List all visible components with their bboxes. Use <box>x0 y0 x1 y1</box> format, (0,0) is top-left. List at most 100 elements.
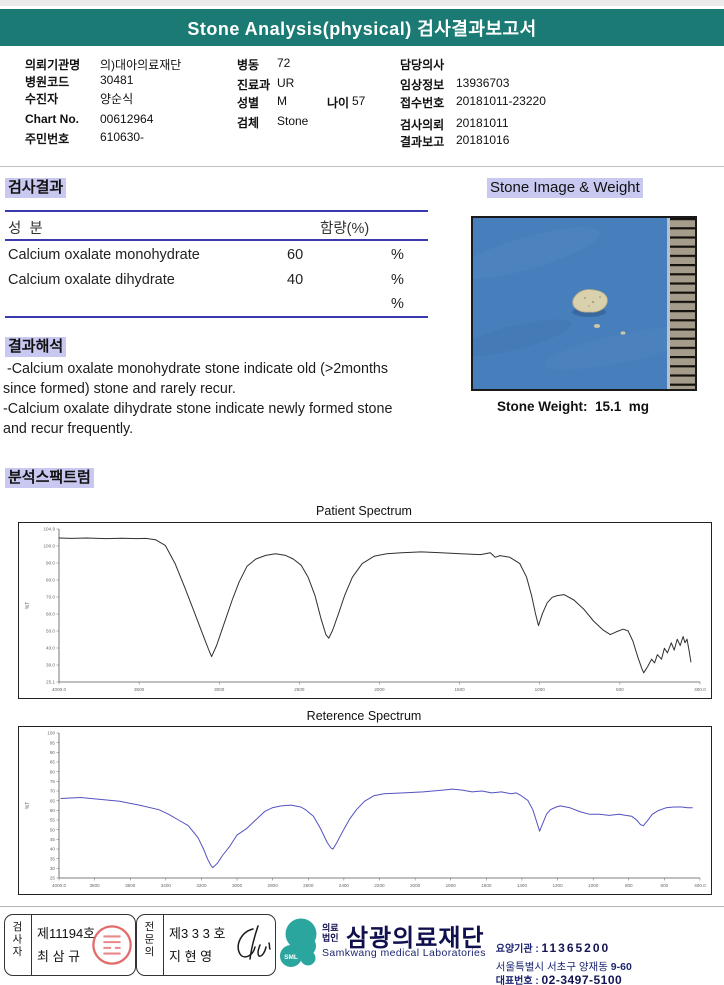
sml-logo-icon: SML <box>280 918 317 967</box>
stone-weight-label: Stone Weight: 15.1 mg <box>497 399 650 414</box>
report-title: Stone Analysis(physical) 검사결과보고서 <box>187 18 537 39</box>
patient-spectrum-svg: 104.9 100.0 90.0 80.0 70.0 60.0 50.0 40.0 30.0 25… <box>25 527 706 692</box>
svg-text:30.0: 30.0 <box>46 663 55 668</box>
svg-text:104.9: 104.9 <box>44 527 56 532</box>
table-rule <box>5 210 428 212</box>
specialist-name: 지 현 영 <box>169 949 213 964</box>
svg-text:3800: 3800 <box>89 883 100 888</box>
svg-text:100.0: 100.0 <box>44 544 56 549</box>
svg-text:80: 80 <box>50 769 56 774</box>
svg-text:2800: 2800 <box>268 883 279 888</box>
specialist-cert: 제3 3 3 호 <box>169 926 226 941</box>
result-unit: % <box>391 247 404 263</box>
org-name: 삼광의료재단 <box>346 925 485 952</box>
box-divider <box>31 915 33 975</box>
svg-text:50.0: 50.0 <box>46 629 55 634</box>
field-label: 의뢰기관명 <box>25 58 81 72</box>
field-value: 72 <box>277 56 291 70</box>
svg-text:85: 85 <box>50 760 56 765</box>
field-label: 접수번호 <box>400 96 445 110</box>
result-unit: % <box>391 296 404 312</box>
results-table: 성 분 함량(%) Calcium oxalate monohydrate 60… <box>5 210 428 320</box>
field-value: 00612964 <box>100 112 154 126</box>
interpretation-line: and recur frequently. <box>3 421 134 437</box>
red-seal-stamp-icon <box>92 925 132 965</box>
interpretation-line: since formed) stone and rarely recur. <box>3 381 236 397</box>
svg-text:500: 500 <box>616 687 624 692</box>
svg-text:3400: 3400 <box>161 883 172 888</box>
svg-text:60: 60 <box>50 808 56 813</box>
interpretation-line: -Calcium oxalate monohydrate stone indic… <box>3 361 389 377</box>
svg-text:50: 50 <box>50 827 56 832</box>
address-number: 9-60 <box>610 961 632 973</box>
svg-text:1500: 1500 <box>455 687 466 692</box>
svg-text:25.1: 25.1 <box>46 680 55 685</box>
svg-text:400.0: 400.0 <box>694 883 706 888</box>
field-value: 20181016 <box>456 133 510 147</box>
ruler-strip <box>670 218 695 389</box>
svg-text:1200: 1200 <box>552 883 563 888</box>
table-rule <box>5 316 428 318</box>
registration-number: 11365200 <box>541 941 611 955</box>
stone-fragment <box>593 324 601 328</box>
top-strip <box>0 0 724 6</box>
field-value: 양순식 <box>100 92 134 106</box>
svg-text:55: 55 <box>50 818 56 823</box>
svg-text:1800: 1800 <box>446 883 457 888</box>
examiner-box: 검사자 제11194호 최 삼 규 <box>4 914 136 976</box>
org-info-phone: 대표번호 : 02-3497-5100 <box>478 953 622 985</box>
svg-text:3600: 3600 <box>125 883 136 888</box>
svg-text:%T: %T <box>25 602 31 610</box>
svg-text:25: 25 <box>50 876 56 881</box>
phone-label: 대표번호 : <box>495 976 542 985</box>
field-label: 나이 <box>327 96 350 110</box>
field-label: 임상정보 <box>400 78 445 92</box>
report-title-bar: Stone Analysis(physical) 검사결과보고서 <box>0 9 724 46</box>
col-header-component: 성 분 <box>8 221 43 237</box>
svg-text:4000.0: 4000.0 <box>52 883 66 888</box>
org-info-registration: 요양기관 : 11365200 <box>478 921 610 975</box>
svg-text:%T: %T <box>25 802 31 810</box>
field-label: 병원코드 <box>25 75 70 89</box>
result-unit: % <box>391 272 404 288</box>
stone-image-section-title: Stone Image & Weight <box>487 178 643 198</box>
results-section-title: 검사결과 <box>5 178 67 198</box>
box-divider <box>163 915 165 975</box>
svg-text:3500: 3500 <box>134 687 145 692</box>
svg-text:3000: 3000 <box>232 883 243 888</box>
field-value: 20181011-23220 <box>456 94 546 108</box>
field-value: 30481 <box>100 73 134 87</box>
result-component: Calcium oxalate monohydrate <box>8 247 200 263</box>
svg-text:600: 600 <box>661 883 669 888</box>
field-label: 성별 <box>237 96 260 110</box>
patient-spectrum-title: Patient Spectrum <box>316 504 412 518</box>
org-type-label: 의료 법인 <box>322 923 339 943</box>
field-value: Stone <box>277 114 309 128</box>
spectrum-section-title: 분석스팩트럼 <box>5 468 94 488</box>
signature-icon <box>237 925 271 960</box>
svg-text:75: 75 <box>50 779 56 784</box>
field-label: Chart No. <box>25 112 79 126</box>
reference-spectrum-svg: 100 95 90 85 80 75 70 65 60 55 50 45 40 35 30 25 4000.0 3… <box>25 731 706 888</box>
registration-label: 요양기관 : <box>495 944 542 955</box>
field-label: 검체 <box>237 116 260 130</box>
field-value: UR <box>277 76 295 90</box>
result-value: 60 <box>287 247 304 263</box>
specialist-box: 전문의 제3 3 3 호 지 현 영 <box>136 914 276 976</box>
field-label: 진료과 <box>237 78 271 92</box>
svg-text:3200: 3200 <box>196 883 207 888</box>
svg-text:30: 30 <box>50 866 56 871</box>
phone-number: 02-3497-5100 <box>541 973 623 985</box>
svg-text:100: 100 <box>47 731 55 736</box>
svg-text:45: 45 <box>50 837 56 842</box>
svg-text:90.0: 90.0 <box>46 561 55 566</box>
col-header-content: 함량(%) <box>320 221 370 237</box>
field-label: 수진자 <box>25 92 59 106</box>
svg-text:40.0: 40.0 <box>46 646 55 651</box>
svg-text:2600: 2600 <box>303 883 314 888</box>
svg-text:1600: 1600 <box>481 883 492 888</box>
interpretation-line: -Calcium oxalate dihydrate stone indicat… <box>3 401 393 417</box>
svg-text:35: 35 <box>50 856 56 861</box>
interpretation-section-title: 결과해석 <box>5 337 67 357</box>
